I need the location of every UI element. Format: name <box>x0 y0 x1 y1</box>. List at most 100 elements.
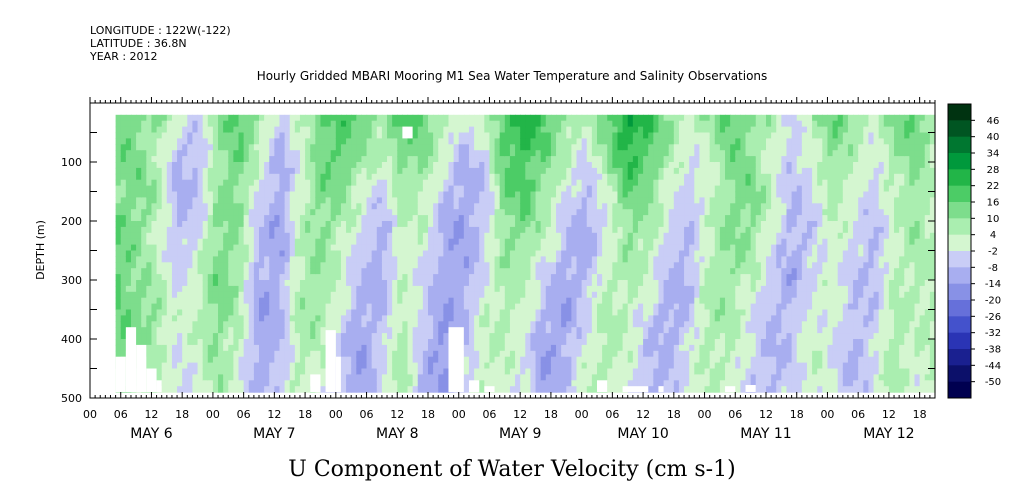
heatmap-cell <box>515 120 521 128</box>
heatmap-cell <box>643 144 649 151</box>
heatmap-cell <box>371 144 378 151</box>
heatmap-cell <box>597 274 603 281</box>
heatmap-cell <box>397 238 403 246</box>
heatmap-cell <box>243 309 250 316</box>
heatmap-cell <box>520 215 526 222</box>
heatmap-cell <box>597 232 603 240</box>
heatmap-cell <box>571 215 578 222</box>
heatmap-cell <box>248 150 255 157</box>
heatmap-cell <box>607 191 613 198</box>
heatmap-cell <box>228 138 234 145</box>
heatmap-cell <box>402 250 409 257</box>
heatmap-cell <box>612 262 619 269</box>
heatmap-cell <box>305 232 311 240</box>
heatmap-cell <box>607 221 613 228</box>
heatmap-cell <box>627 309 634 316</box>
heatmap-cell <box>284 238 291 246</box>
heatmap-cell <box>540 256 547 263</box>
heatmap-cell <box>259 280 265 287</box>
heatmap-cell <box>289 350 296 358</box>
heatmap-cell <box>566 374 572 381</box>
heatmap-cell <box>115 144 122 151</box>
heatmap-cell <box>340 185 347 193</box>
heatmap-cell <box>223 362 229 370</box>
heatmap-cell <box>218 309 224 316</box>
heatmap-cell <box>397 162 403 169</box>
heatmap-cell <box>402 339 409 346</box>
heatmap-cell <box>125 321 132 328</box>
heatmap-cell <box>653 297 660 305</box>
heatmap-cell <box>151 250 158 257</box>
heatmap-cell <box>146 144 153 151</box>
heatmap-cell <box>136 256 142 263</box>
heatmap-cell <box>586 356 593 364</box>
heatmap-cell <box>648 274 654 281</box>
heatmap-cell <box>561 173 567 181</box>
heatmap-cell <box>417 191 424 198</box>
heatmap-cell <box>402 238 409 246</box>
heatmap-cell <box>243 339 250 346</box>
heatmap-cell <box>566 209 572 216</box>
heatmap-cell <box>223 315 229 322</box>
heatmap-cell <box>453 191 460 198</box>
heatmap-cell <box>458 226 465 234</box>
heatmap-cell <box>581 173 588 181</box>
heatmap-cell <box>468 120 475 128</box>
heatmap-cell <box>632 368 639 375</box>
heatmap-cell <box>279 138 286 145</box>
heatmap-cell <box>136 120 142 128</box>
heatmap-cell <box>115 114 122 122</box>
heatmap-cell <box>643 274 649 281</box>
heatmap-cell <box>274 386 281 393</box>
heatmap-cell <box>653 156 660 163</box>
heatmap-cell <box>233 291 240 299</box>
heatmap-cell <box>576 350 583 358</box>
heatmap-cell <box>433 126 439 134</box>
heatmap-cell <box>197 321 204 328</box>
heatmap-cell <box>125 120 132 128</box>
heatmap-cell <box>392 350 398 358</box>
heatmap-cell <box>192 138 199 145</box>
heatmap-cell <box>530 132 537 139</box>
heatmap-cell <box>274 232 281 240</box>
heatmap-cell <box>115 215 122 222</box>
heatmap-cell <box>545 144 552 151</box>
heatmap-cell <box>223 114 229 122</box>
heatmap-cell <box>597 362 603 370</box>
heatmap-cell <box>130 244 137 252</box>
heatmap-cell <box>576 203 583 210</box>
heatmap-cell <box>407 386 414 393</box>
heatmap-cell <box>361 232 368 240</box>
heatmap-cell <box>310 362 316 370</box>
heatmap-cell <box>504 386 511 393</box>
heatmap-cell <box>653 356 660 364</box>
heatmap-cell <box>509 268 516 275</box>
heatmap-cell <box>468 203 475 210</box>
heatmap-cell <box>556 333 562 340</box>
heatmap-cell <box>392 132 398 139</box>
heatmap-cell <box>274 291 281 299</box>
heatmap-cell <box>305 333 311 340</box>
heatmap-cell <box>458 244 465 252</box>
heatmap-cell <box>361 339 368 346</box>
heatmap-cell <box>602 203 608 210</box>
heatmap-cell <box>428 333 434 340</box>
heatmap-cell <box>202 244 209 252</box>
heatmap-cell <box>525 197 532 204</box>
heatmap-cell <box>340 132 347 139</box>
heatmap-cell <box>540 162 547 169</box>
heatmap-cell <box>212 238 219 246</box>
heatmap-cell <box>612 350 619 358</box>
heatmap-cell <box>289 380 296 387</box>
heatmap-cell <box>166 197 173 204</box>
heatmap-cell <box>233 350 240 358</box>
heatmap-cell <box>356 356 363 364</box>
heatmap-cell <box>632 197 639 204</box>
heatmap-cell <box>115 291 122 299</box>
heatmap-cell <box>187 250 194 257</box>
heatmap-cell <box>612 167 619 175</box>
heatmap-cell <box>259 191 265 198</box>
heatmap-cell <box>504 191 511 198</box>
heatmap-cell <box>212 356 219 364</box>
heatmap-cell <box>504 138 511 145</box>
